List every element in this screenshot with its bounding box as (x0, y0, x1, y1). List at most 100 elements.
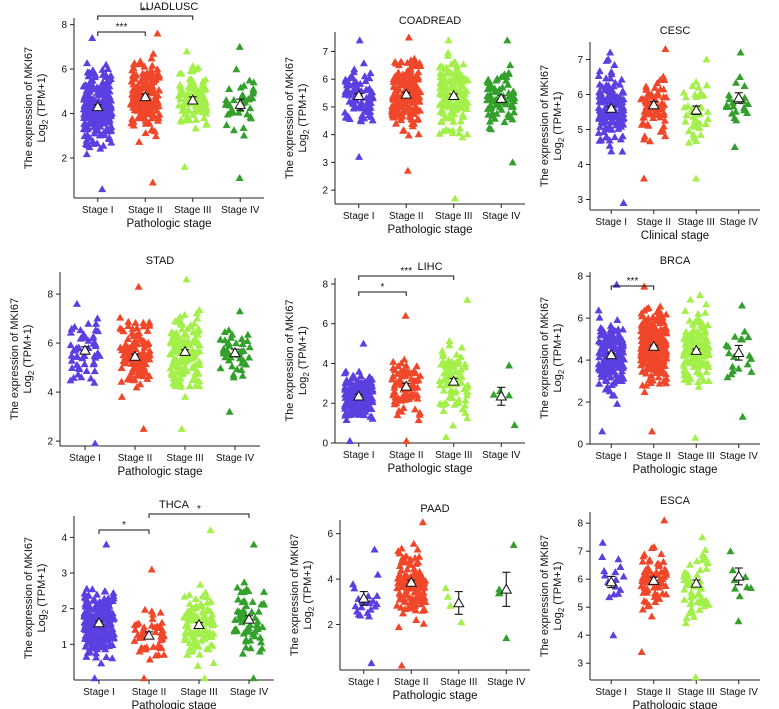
data-point (596, 97, 605, 105)
data-point (158, 626, 167, 634)
data-point (393, 411, 402, 419)
data-point (457, 378, 466, 386)
data-point (206, 526, 215, 534)
data-point (350, 80, 359, 88)
data-point (400, 582, 409, 590)
data-point (225, 84, 234, 92)
data-point (660, 116, 669, 124)
data-point (105, 108, 114, 116)
data-point (176, 379, 185, 387)
data-point (67, 356, 76, 364)
data-point (463, 130, 472, 138)
data-point (145, 106, 154, 114)
data-point (361, 405, 370, 413)
data-point (398, 112, 407, 120)
data-point (599, 330, 608, 338)
data-point (697, 599, 706, 607)
data-point (389, 357, 398, 365)
data-point (254, 607, 263, 615)
significance-label: *** (116, 22, 128, 33)
data-point (696, 566, 705, 574)
data-point (100, 131, 109, 139)
data-point (193, 103, 202, 111)
data-point (451, 58, 460, 66)
x-axis-label: Pathologic stage (387, 224, 472, 236)
panel-title: PAAD (420, 503, 449, 515)
data-point (462, 383, 471, 391)
data-point (136, 380, 145, 388)
data-point (363, 100, 372, 108)
data-point (703, 115, 712, 123)
data-point (638, 118, 647, 126)
data-point (402, 437, 411, 445)
data-point (84, 319, 93, 327)
data-point (690, 90, 699, 98)
data-point (183, 367, 192, 375)
data-point (354, 400, 363, 408)
data-point (655, 307, 664, 315)
x-tick-label: Stage III (678, 687, 715, 698)
data-point (193, 314, 202, 322)
data-point (216, 335, 225, 343)
data-point (373, 570, 382, 578)
data-point (729, 102, 738, 110)
data-point (365, 391, 374, 399)
data-point (224, 326, 233, 334)
data-point (139, 339, 148, 347)
x-tick-label: Stage I (595, 687, 627, 698)
data-point (484, 110, 493, 118)
data-point (225, 407, 234, 415)
x-tick-label: Stage III (678, 451, 715, 462)
data-point (609, 631, 618, 639)
y-tick-label: 2 (577, 398, 583, 409)
y-tick-label: 4 (47, 388, 53, 399)
data-point (194, 369, 203, 377)
data-point (90, 674, 99, 682)
mean-marker (732, 346, 745, 358)
data-point (180, 635, 189, 643)
data-point (258, 623, 267, 631)
data-point (76, 326, 85, 334)
data-point (145, 349, 154, 357)
mean-marker (129, 350, 141, 361)
data-point (349, 580, 358, 588)
data-point (147, 54, 156, 62)
mean-marker (605, 575, 618, 587)
data-point (436, 69, 445, 77)
data-point (728, 109, 737, 117)
data-point (189, 610, 198, 618)
data-point (662, 353, 671, 361)
data-point (80, 113, 89, 121)
data-point (680, 346, 689, 354)
data-point (239, 629, 248, 637)
data-point (394, 110, 403, 118)
data-point (182, 629, 191, 637)
data-point (239, 346, 248, 354)
data-point (698, 551, 707, 559)
data-point (615, 93, 624, 101)
data-point (108, 633, 117, 641)
data-point (180, 362, 189, 370)
data-point (508, 158, 517, 166)
data-point (195, 377, 204, 385)
data-point (502, 76, 511, 84)
mean-marker (179, 345, 191, 356)
data-point (658, 589, 667, 597)
mean-marker (193, 618, 205, 629)
data-point (485, 91, 494, 99)
data-point (156, 644, 165, 652)
significance-label: * (381, 282, 385, 293)
mean-marker (732, 570, 745, 581)
data-point (735, 72, 744, 80)
data-point (684, 573, 693, 581)
data-point (238, 340, 247, 348)
data-point (94, 603, 103, 611)
data-point (108, 627, 117, 635)
data-point (131, 318, 140, 326)
data-point (246, 636, 255, 644)
data-point (607, 67, 616, 75)
data-point (84, 72, 93, 80)
data-point (359, 59, 368, 67)
data-point (735, 592, 744, 600)
data-point (614, 589, 623, 597)
